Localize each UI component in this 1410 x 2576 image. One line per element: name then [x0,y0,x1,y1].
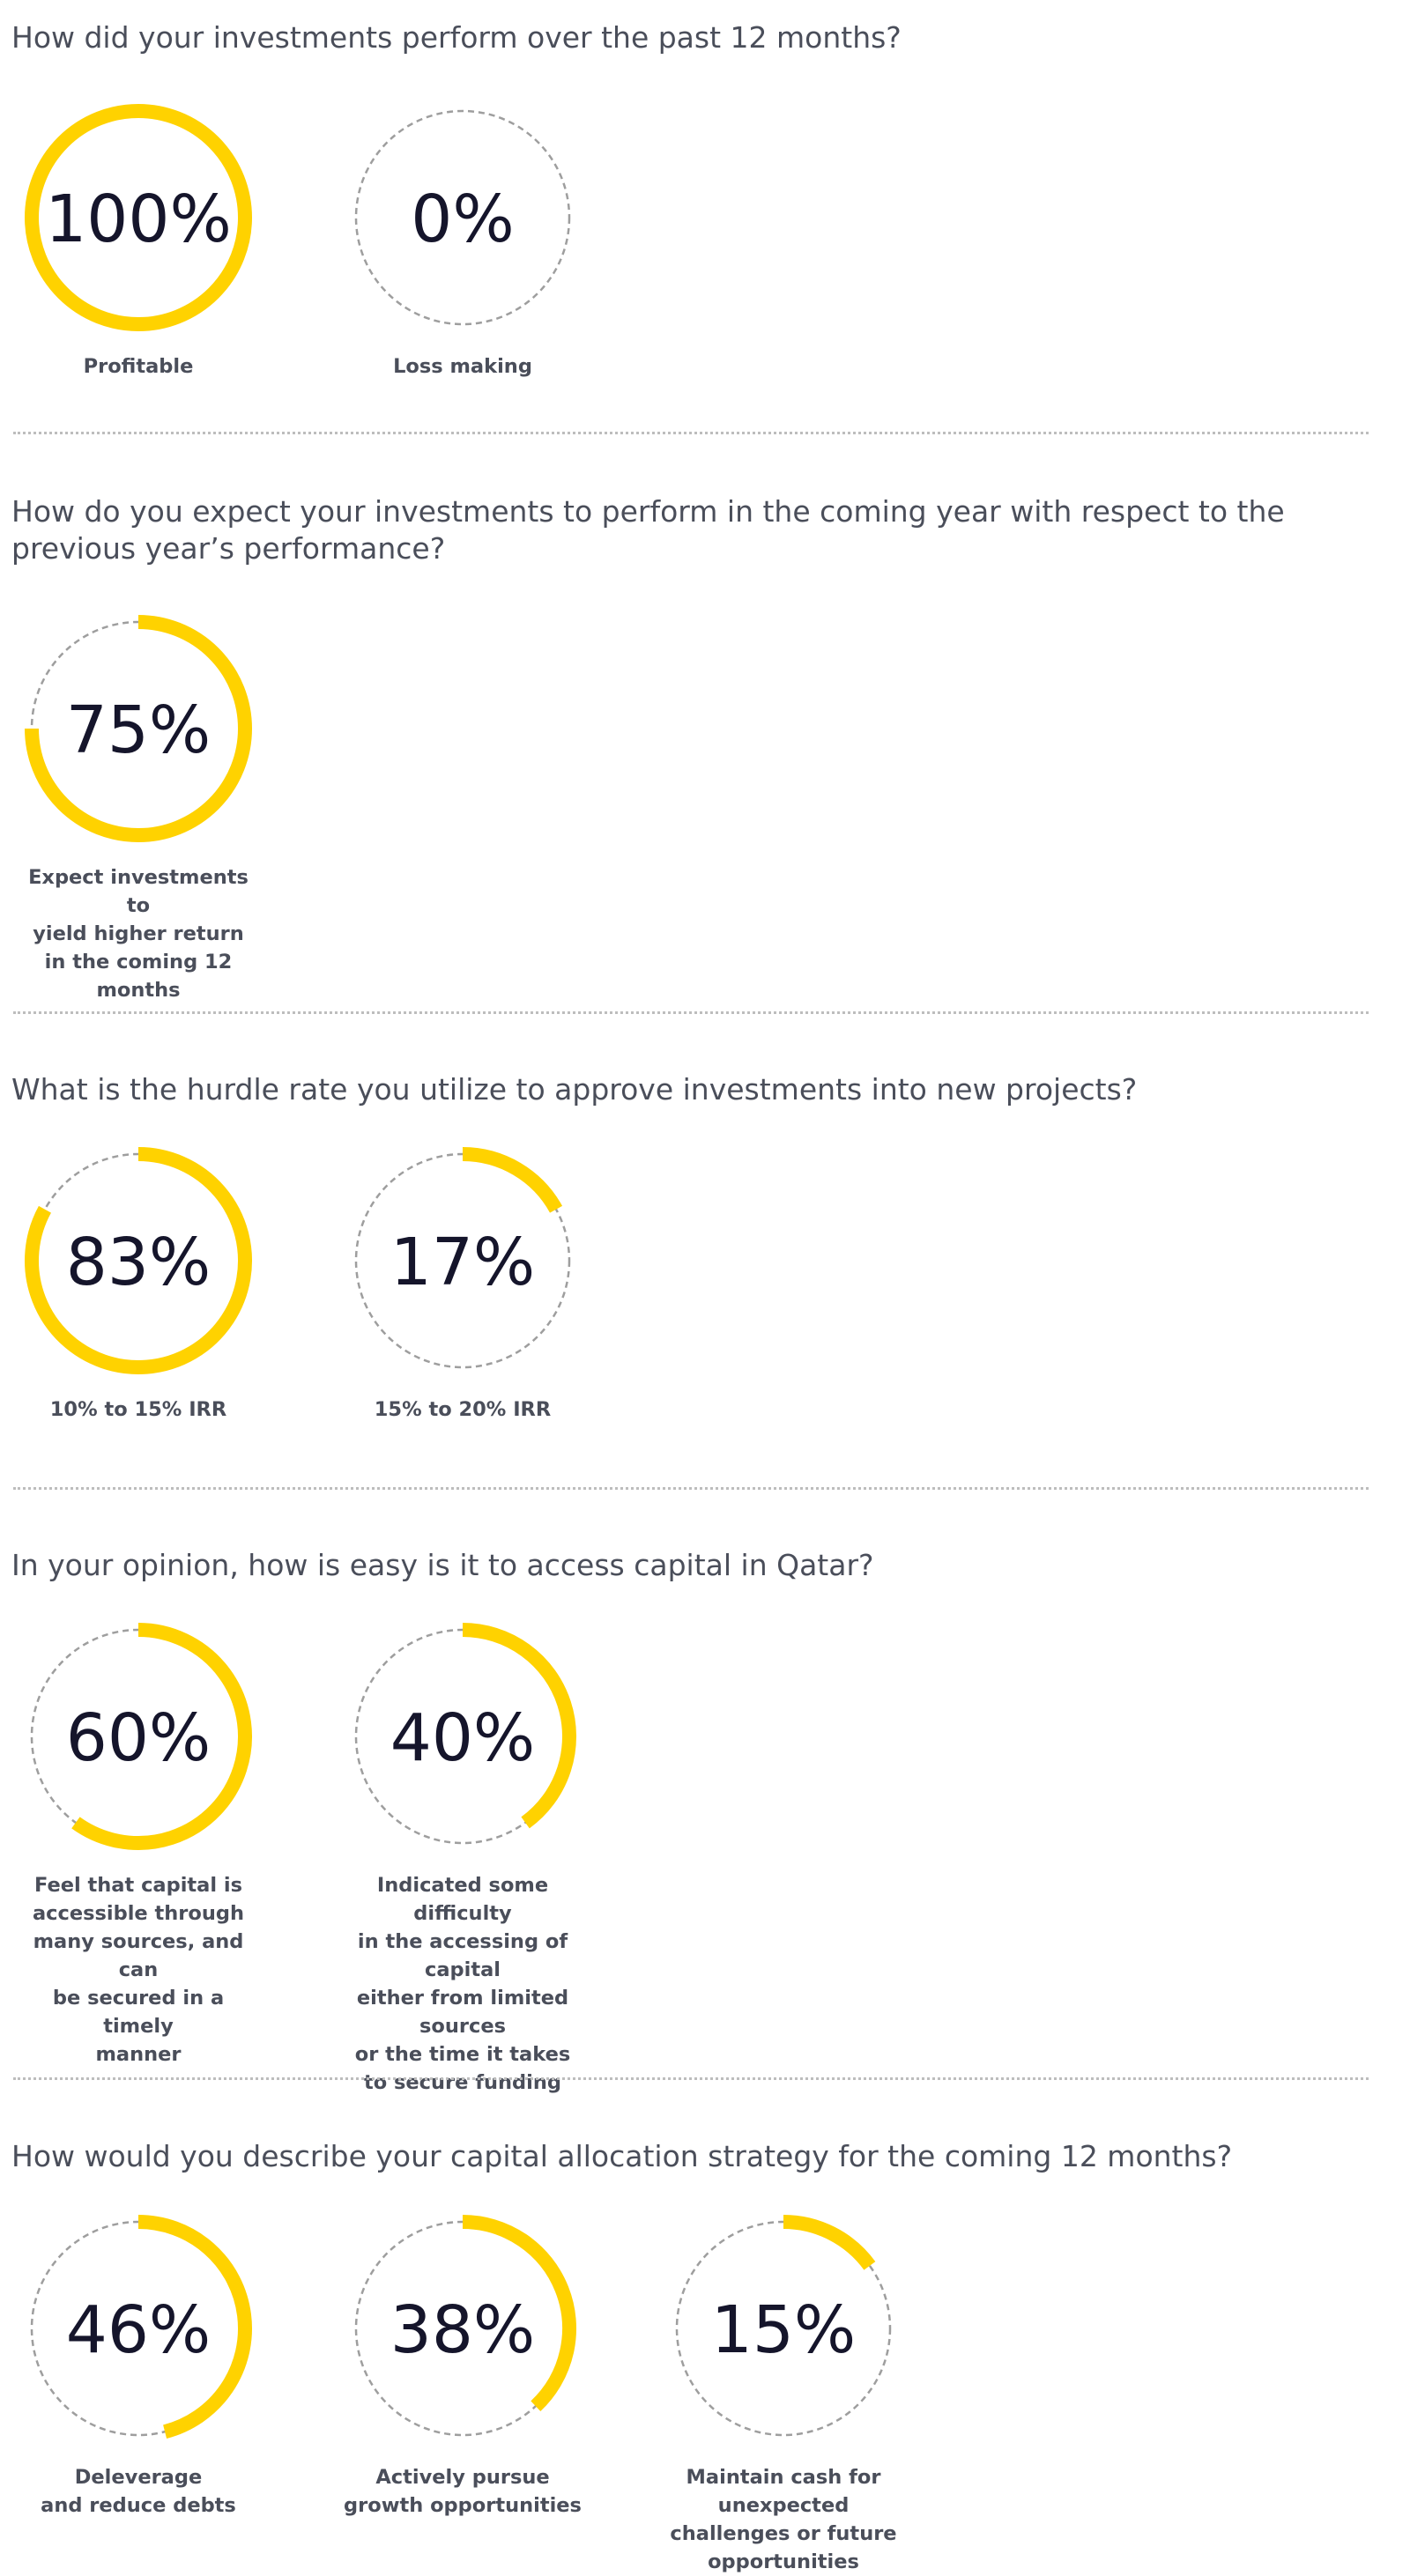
donut-caption: Maintain cash for unexpected challenges … [670,2466,897,2573]
donut-chart: 17% 15% to 20% IRR [341,1142,584,1424]
donut-svg: 40% [354,1623,576,1845]
donut-caption: Actively pursue growth opportunities [344,2466,582,2517]
section-divider [13,432,1369,434]
donut-value-arc [462,1623,576,1829]
question-title: In your opinion, how is easy is it to ac… [11,1548,874,1582]
percentage-value: 100% [45,181,232,257]
donut-caption: Loss making [393,355,532,378]
donut-caption: Feel that capital is accessible through … [33,1874,244,2066]
donut-caption: Profitable [83,355,194,378]
question-title: What is the hurdle rate you utilize to a… [11,1072,1138,1107]
question-title: How would you describe your capital allo… [11,2139,1233,2173]
donut-svg: 0% [354,109,571,326]
percentage-value: 83% [66,1225,211,1300]
donut-chart: 0% Loss making [341,99,584,381]
donut-svg: 83% [25,1147,252,1374]
donut-chart: 40% Indicated some difficulty in the acce… [341,1617,584,2097]
donut-svg: 75% [25,615,252,842]
donut-chart: 100% Profitable [17,99,260,381]
donut-svg: 17% [354,1147,571,1369]
donut-chart: 38% Actively pursue growth opportunities [341,2210,584,2520]
donut-value-arc [25,615,252,842]
percentage-value: 75% [66,692,211,768]
donut-svg: 60% [30,1623,252,1850]
donut-caption: 15% to 20% IRR [374,1398,552,1421]
section-divider [13,1011,1369,1014]
percentage-value: 46% [66,2292,211,2368]
donut-caption: 10% to 15% IRR [49,1398,227,1421]
donut-value-arc [71,1623,252,1850]
donut-track [354,109,571,326]
donut-value-arc [462,1147,563,1213]
percentage-value: 40% [390,1700,535,1776]
percentage-value: 0% [411,181,514,257]
donut-svg: 46% [30,2215,252,2439]
donut-svg: 38% [354,2215,576,2437]
donut-chart: 75% Expect investments to yield higher re… [17,610,260,1004]
donut-caption: Deleverage and reduce debts [41,2466,236,2517]
percentage-value: 38% [390,2292,535,2368]
percentage-value: 15% [711,2292,856,2368]
donut-caption: Expect investments to yield higher retur… [28,866,249,1002]
section-divider [13,1487,1369,1490]
donut-chart: 60% Feel that capital is accessible throu… [17,1617,260,2069]
section-divider [13,2077,1369,2080]
question-title: How do you expect your investments to pe… [11,494,1285,566]
question-title: How did your investments perform over th… [11,20,902,55]
donut-svg: 100% [25,104,252,331]
donut-value-arc [137,2215,252,2439]
donut-chart: 46% Deleverage and reduce debts [17,2210,260,2520]
donut-value-arc [783,2215,876,2270]
donut-value-arc [25,1147,252,1374]
donut-value-arc [25,104,252,331]
donut-svg: 15% [675,2215,892,2437]
percentage-value: 17% [390,1225,535,1300]
percentage-value: 60% [66,1700,211,1776]
donut-value-arc [462,2215,576,2412]
donut-caption: Indicated some difficulty in the accessi… [354,1874,571,2094]
donut-chart: 15% Maintain cash for unexpected challeng… [662,2210,905,2576]
donut-chart: 83% 10% to 15% IRR [17,1142,260,1424]
